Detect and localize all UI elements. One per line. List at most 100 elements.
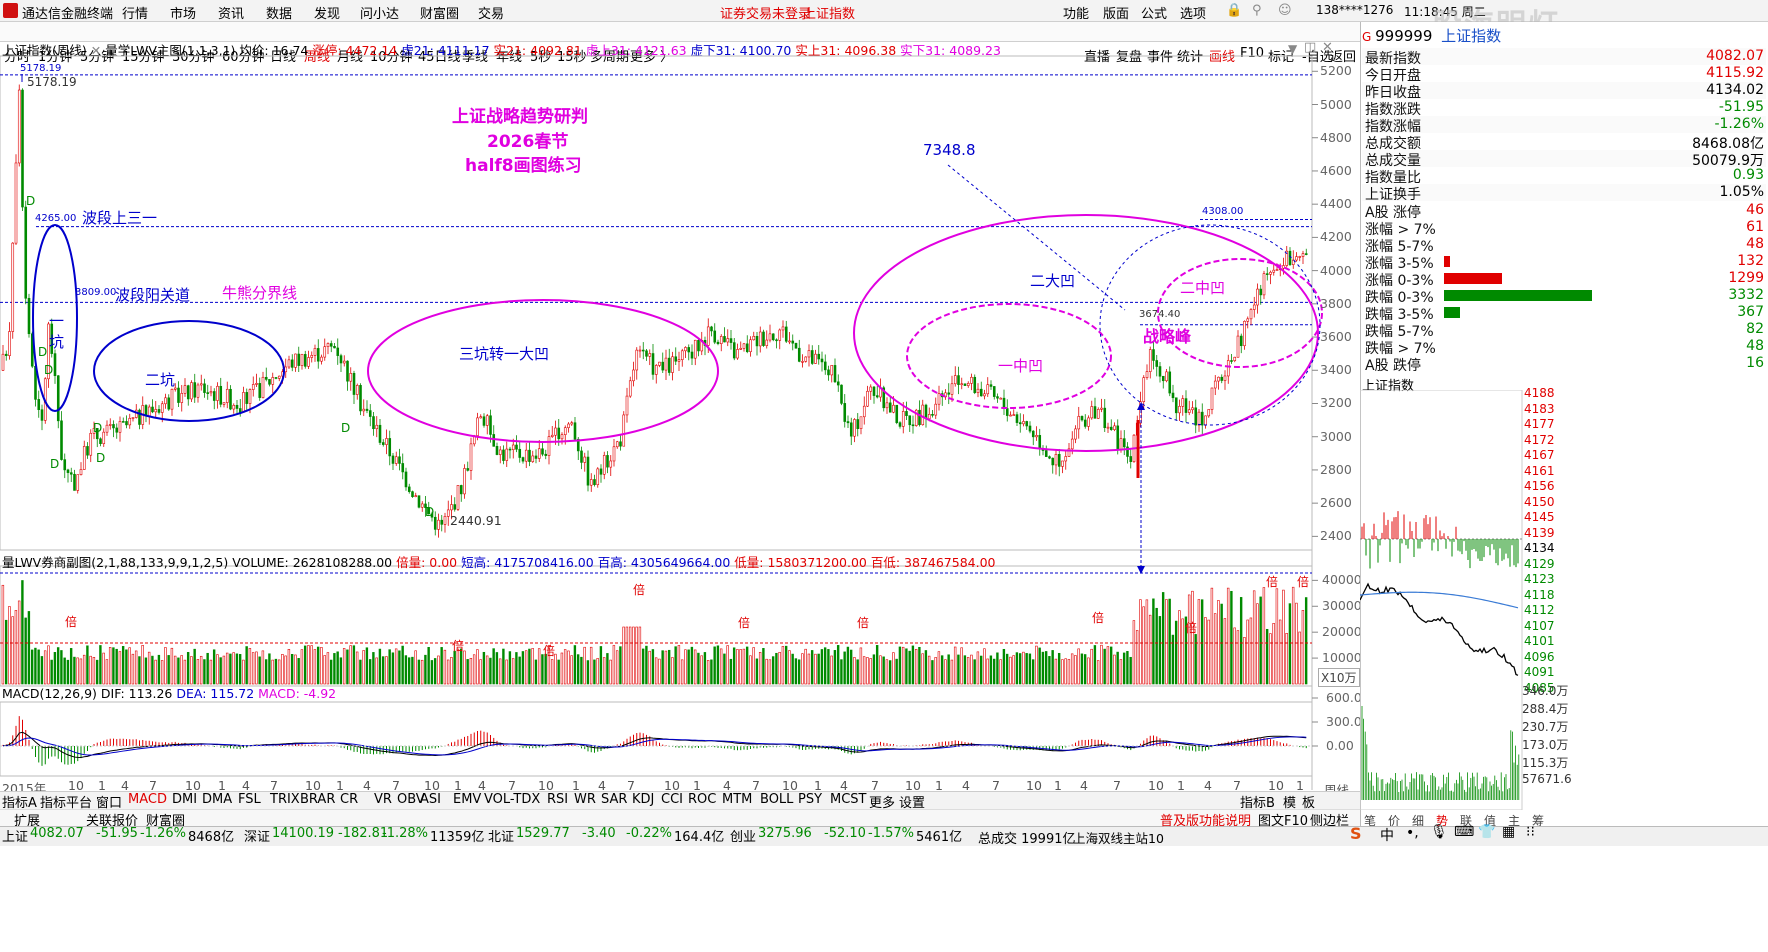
- period-10[interactable]: 45日线: [418, 50, 461, 65]
- mini-intraday-chart[interactable]: [1360, 390, 1768, 810]
- macd-title[interactable]: MACD(12,26,9): [2, 686, 97, 701]
- indicator-tab-8[interactable]: BRAR: [300, 792, 336, 807]
- tool-6[interactable]: 标记: [1268, 50, 1295, 65]
- account-id[interactable]: 138****1276: [1316, 3, 1394, 17]
- menu-item-wealth[interactable]: 财富圈: [420, 7, 460, 22]
- kline-chart[interactable]: DDDDDDDD倍倍倍倍倍倍倍 倍倍倍: [0, 0, 1360, 812]
- indicator-tab-4[interactable]: DMI: [172, 792, 198, 807]
- menu-item-trade[interactable]: 交易: [478, 7, 505, 22]
- indicator-tab-1[interactable]: 指标平台: [40, 796, 93, 811]
- period-5[interactable]: 60分钟: [222, 50, 265, 65]
- period-12[interactable]: 年线: [496, 50, 523, 65]
- bottom-tab-0[interactable]: 扩展: [14, 814, 41, 829]
- indicator-tab-23[interactable]: PSY: [798, 792, 823, 807]
- indicator-tab-11[interactable]: OBV: [397, 792, 425, 807]
- indicator-right-tab-1[interactable]: 模: [1283, 796, 1297, 811]
- login-notice[interactable]: 证券交易未登录: [720, 7, 812, 22]
- period-6[interactable]: 日线: [270, 50, 297, 65]
- indicator-tab-21[interactable]: MTM: [722, 792, 753, 807]
- menu-item-ask[interactable]: 问小达: [360, 7, 400, 22]
- mini-tab-2[interactable]: 细: [1412, 814, 1425, 828]
- menu-item-layout[interactable]: 版面: [1103, 7, 1130, 22]
- close-chart-icon[interactable]: ✕: [1322, 40, 1333, 55]
- period-3[interactable]: 15分钟: [122, 50, 165, 65]
- indicator-tab-5[interactable]: DMA: [202, 792, 233, 807]
- menu-item-discover[interactable]: 发现: [314, 7, 341, 22]
- indicator-tab-0[interactable]: 指标A: [2, 796, 37, 811]
- formula-name[interactable]: 量学LWV主图(1,1,3,1): [105, 43, 236, 58]
- ime-skin-icon[interactable]: 👕: [1478, 824, 1496, 840]
- indicator-tab-18[interactable]: KDJ: [632, 792, 655, 807]
- tool-4[interactable]: 画线: [1209, 50, 1236, 65]
- indicator-tab-3[interactable]: MACD: [128, 792, 167, 807]
- tool-3[interactable]: 统计: [1177, 50, 1204, 65]
- indicator-tab-2[interactable]: 窗口: [96, 796, 123, 811]
- ime-keyboard-icon[interactable]: ⌨: [1454, 824, 1475, 840]
- indicator-tab-14[interactable]: VOL-TDX: [484, 792, 541, 807]
- menu-item-function[interactable]: 功能: [1063, 7, 1090, 22]
- indicator-tab-10[interactable]: VR: [374, 792, 392, 807]
- menu-item-news[interactable]: 资讯: [218, 7, 245, 22]
- mini-tab-0[interactable]: 笔: [1364, 814, 1377, 828]
- indicator-tab-9[interactable]: CR: [340, 792, 359, 807]
- indicator-tab-13[interactable]: EMV: [453, 792, 482, 807]
- tool-2[interactable]: 事件: [1147, 50, 1174, 65]
- mini-tab-1[interactable]: 价: [1388, 814, 1401, 828]
- indicator-tab-16[interactable]: WR: [574, 792, 596, 807]
- period-7[interactable]: 周线: [304, 50, 331, 65]
- mini-tab-6[interactable]: 主: [1508, 814, 1521, 828]
- mini-tab-4[interactable]: 联: [1460, 814, 1473, 828]
- ime-punct-icon[interactable]: •,: [1406, 825, 1419, 841]
- restore-icon[interactable]: ◫: [1304, 40, 1317, 55]
- menu-item-market[interactable]: 行情: [122, 7, 149, 22]
- tool-1[interactable]: 复盘: [1116, 50, 1143, 65]
- period-9[interactable]: 10分钟: [370, 50, 413, 65]
- period-14[interactable]: 15秒: [557, 50, 587, 65]
- mini-tab-7[interactable]: 筹: [1532, 814, 1545, 828]
- tool-5[interactable]: F10: [1240, 46, 1265, 61]
- ime-mic-icon[interactable]: 🎙: [1430, 824, 1448, 840]
- indicator-tab-6[interactable]: FSL: [238, 792, 261, 807]
- menu-item-data[interactable]: 数据: [266, 7, 293, 22]
- promo-link[interactable]: 普及版功能说明: [1160, 814, 1252, 829]
- menu-item-formula[interactable]: 公式: [1141, 7, 1168, 22]
- period-0[interactable]: 分时: [4, 50, 31, 65]
- period-15[interactable]: 多周期: [590, 50, 630, 65]
- indicator-tab-19[interactable]: CCI: [661, 792, 683, 807]
- indicator-tab-22[interactable]: BOLL: [760, 792, 794, 807]
- period-2[interactable]: 5分钟: [80, 50, 115, 65]
- indicator-right-tab-0[interactable]: 指标B: [1240, 796, 1275, 811]
- period-13[interactable]: 5秒: [530, 50, 552, 65]
- side-panel-link[interactable]: 侧边栏: [1310, 814, 1350, 829]
- tool-8[interactable]: 返回: [1330, 50, 1357, 65]
- indicator-tab-15[interactable]: RSI: [547, 792, 569, 807]
- dropdown-icon[interactable]: ▼: [1288, 42, 1298, 56]
- user-icon[interactable]: ☺: [1278, 3, 1292, 18]
- tool-7[interactable]: -自选: [1302, 50, 1333, 65]
- period-16[interactable]: 更多 〉: [630, 50, 674, 65]
- menu-item-options[interactable]: 选项: [1180, 7, 1207, 22]
- bottom-tab-1[interactable]: 关联报价: [86, 814, 139, 829]
- indicator-tab-20[interactable]: ROC: [688, 792, 717, 807]
- indicator-tab-7[interactable]: TRIX: [270, 792, 300, 807]
- indicator-tab-17[interactable]: SAR: [601, 792, 628, 807]
- search-icon[interactable]: ⚲: [1252, 3, 1262, 18]
- status-server[interactable]: 上海双线主站10: [1073, 831, 1164, 846]
- period-4[interactable]: 30分钟: [172, 50, 215, 65]
- close-icon[interactable]: ✕: [90, 43, 106, 58]
- mini-tab-3[interactable]: 势: [1436, 814, 1449, 828]
- indicator-tab-24[interactable]: MCST: [830, 792, 867, 807]
- period-1[interactable]: 1分钟: [38, 50, 73, 65]
- lock-icon[interactable]: 🔒: [1226, 3, 1243, 18]
- ime-chinese-icon[interactable]: 中: [1380, 828, 1394, 844]
- sub-formula-name[interactable]: 量LWV券商副图(2,1,88,133,9,9,1,2,5): [2, 555, 229, 570]
- tool-0[interactable]: 直播: [1084, 50, 1111, 65]
- indicator-tab-25[interactable]: 更多: [869, 796, 896, 811]
- period-8[interactable]: 月线: [337, 50, 364, 65]
- indicator-right-tab-2[interactable]: 板: [1302, 796, 1316, 811]
- f10-link[interactable]: 图文F10: [1258, 814, 1309, 829]
- menu-item-markets[interactable]: 市场: [170, 7, 197, 22]
- ime-logo-icon[interactable]: S: [1350, 824, 1362, 843]
- period-11[interactable]: 季线: [462, 50, 489, 65]
- indicator-tab-26[interactable]: 设置: [899, 796, 926, 811]
